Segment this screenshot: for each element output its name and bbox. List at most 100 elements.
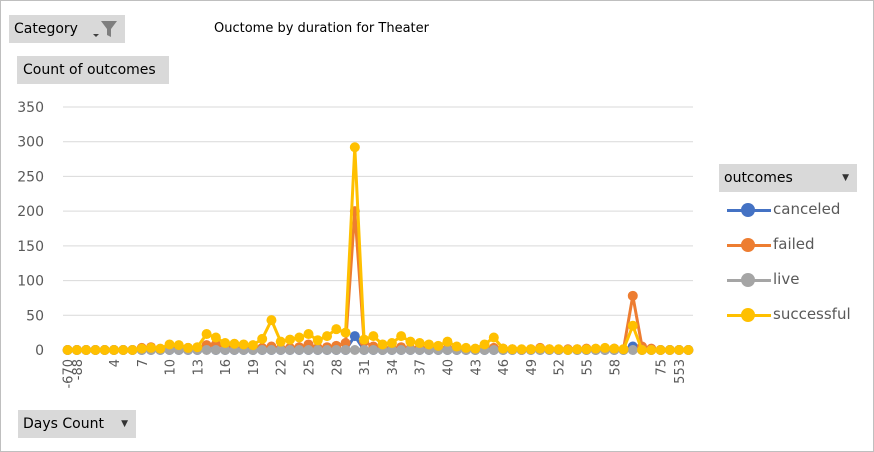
data-point-successful[interactable]: [609, 343, 620, 354]
data-point-successful[interactable]: [433, 340, 444, 351]
data-point-successful[interactable]: [599, 342, 610, 353]
data-point-successful[interactable]: [535, 343, 546, 354]
data-point-successful[interactable]: [674, 345, 685, 355]
data-point-successful[interactable]: [553, 344, 564, 355]
data-point-live[interactable]: [331, 345, 342, 355]
data-point-successful[interactable]: [284, 334, 295, 345]
data-point-live[interactable]: [405, 345, 416, 355]
data-point-successful[interactable]: [664, 345, 675, 355]
data-point-successful[interactable]: [183, 342, 194, 353]
data-point-live[interactable]: [294, 345, 305, 355]
data-point-successful[interactable]: [312, 335, 323, 346]
data-point-canceled[interactable]: [349, 331, 360, 342]
data-point-successful[interactable]: [275, 336, 286, 347]
values-field-button[interactable]: Count of outcomes: [17, 56, 169, 84]
data-point-successful[interactable]: [349, 142, 360, 153]
data-point-successful[interactable]: [377, 339, 388, 350]
data-point-successful[interactable]: [108, 345, 119, 355]
data-point-successful[interactable]: [683, 345, 694, 355]
data-point-live[interactable]: [349, 345, 360, 355]
data-point-successful[interactable]: [136, 343, 147, 354]
data-point-live[interactable]: [303, 345, 314, 355]
data-point-live[interactable]: [488, 345, 499, 355]
data-point-successful[interactable]: [544, 344, 555, 355]
data-point-successful[interactable]: [322, 331, 333, 342]
data-point-live[interactable]: [386, 345, 397, 355]
data-point-successful[interactable]: [164, 339, 175, 350]
data-point-live[interactable]: [359, 345, 370, 355]
data-point-successful[interactable]: [396, 331, 407, 342]
data-point-live[interactable]: [312, 345, 323, 355]
data-point-successful[interactable]: [155, 343, 166, 354]
data-point-successful[interactable]: [238, 339, 249, 350]
data-point-successful[interactable]: [423, 339, 434, 350]
data-point-successful[interactable]: [229, 338, 240, 349]
data-point-successful[interactable]: [451, 341, 462, 352]
data-point-successful[interactable]: [488, 332, 499, 343]
data-point-successful[interactable]: [192, 342, 203, 353]
data-point-failed[interactable]: [340, 338, 351, 349]
data-point-successful[interactable]: [470, 343, 481, 354]
chevron-down-icon[interactable]: ▼: [842, 173, 849, 183]
data-point-successful[interactable]: [581, 344, 592, 355]
data-point-successful[interactable]: [62, 345, 73, 355]
data-point-successful[interactable]: [516, 344, 527, 355]
data-point-successful[interactable]: [359, 334, 370, 345]
data-point-successful[interactable]: [81, 345, 92, 355]
data-point-live[interactable]: [257, 345, 268, 355]
data-point-live[interactable]: [368, 345, 379, 355]
data-point-successful[interactable]: [303, 329, 314, 340]
outcomes-legend-button[interactable]: outcomes ▼: [719, 164, 857, 192]
data-point-live[interactable]: [201, 345, 212, 355]
data-point-successful[interactable]: [562, 345, 573, 355]
data-point-successful[interactable]: [146, 342, 157, 353]
data-point-successful[interactable]: [507, 344, 518, 355]
data-point-live[interactable]: [266, 345, 277, 355]
data-point-live[interactable]: [210, 345, 221, 355]
data-point-successful[interactable]: [71, 345, 82, 355]
data-point-successful[interactable]: [442, 336, 453, 347]
data-point-successful[interactable]: [247, 340, 258, 351]
data-point-live[interactable]: [322, 345, 333, 355]
data-point-successful[interactable]: [655, 345, 666, 355]
data-point-successful[interactable]: [127, 345, 138, 355]
data-point-successful[interactable]: [201, 329, 212, 340]
data-point-live[interactable]: [627, 345, 638, 355]
data-point-successful[interactable]: [461, 342, 472, 353]
data-point-successful[interactable]: [414, 338, 425, 349]
data-point-successful[interactable]: [210, 332, 221, 343]
days-count-axis-button[interactable]: Days Count ▼: [18, 410, 136, 438]
data-point-successful[interactable]: [331, 324, 342, 335]
data-point-successful[interactable]: [498, 343, 509, 354]
data-point-live[interactable]: [340, 345, 351, 355]
data-point-successful[interactable]: [646, 345, 657, 355]
data-point-successful[interactable]: [220, 338, 231, 349]
data-point-successful[interactable]: [90, 345, 101, 355]
data-point-live[interactable]: [220, 345, 231, 355]
data-point-successful[interactable]: [294, 332, 305, 343]
category-filter-button[interactable]: Category: [9, 15, 125, 43]
data-point-successful[interactable]: [637, 345, 648, 355]
data-point-successful[interactable]: [479, 339, 490, 350]
data-point-successful[interactable]: [340, 327, 351, 338]
data-point-live[interactable]: [284, 345, 295, 355]
data-point-successful[interactable]: [99, 345, 110, 355]
data-point-live[interactable]: [414, 345, 425, 355]
data-point-successful[interactable]: [618, 344, 629, 355]
data-point-successful[interactable]: [118, 345, 129, 355]
data-point-successful[interactable]: [266, 315, 277, 326]
data-point-successful[interactable]: [590, 343, 601, 354]
data-point-successful[interactable]: [173, 340, 184, 351]
data-point-successful[interactable]: [368, 331, 379, 342]
data-point-failed[interactable]: [627, 290, 638, 301]
data-point-successful[interactable]: [525, 344, 536, 355]
data-point-successful[interactable]: [386, 338, 397, 349]
data-point-live[interactable]: [275, 345, 286, 355]
data-point-successful[interactable]: [405, 336, 416, 347]
chevron-down-icon[interactable]: ▼: [121, 419, 128, 429]
data-point-successful[interactable]: [257, 333, 268, 344]
data-point-live[interactable]: [442, 345, 453, 355]
data-point-successful[interactable]: [572, 344, 583, 355]
filter-funnel-icon[interactable]: [91, 20, 119, 38]
data-point-successful[interactable]: [627, 320, 638, 331]
